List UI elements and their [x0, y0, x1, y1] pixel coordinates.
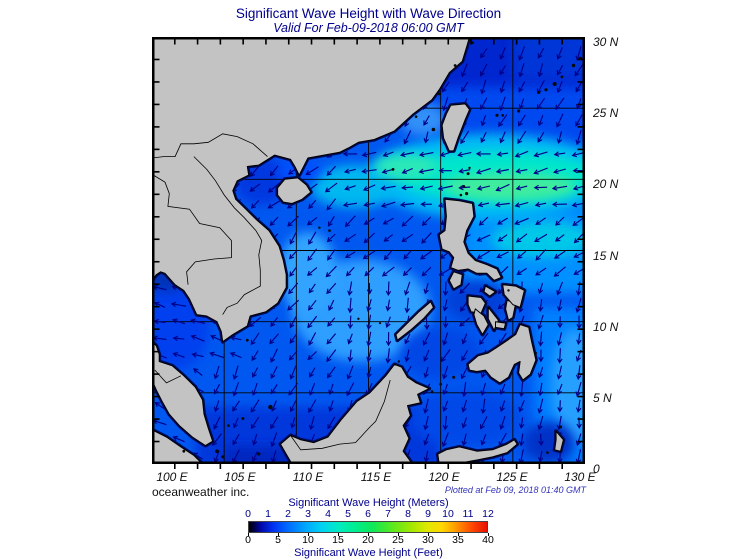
lat-label: 15 N — [593, 248, 619, 263]
landmass-mindoro — [448, 271, 463, 290]
valid-time-subtitle: Valid For Feb-09-2018 06:00 GMT — [273, 21, 464, 35]
lat-label: 10 N — [593, 319, 619, 334]
legend-meters-label: Significant Wave Height (Meters) — [288, 497, 449, 509]
lon-label: 120 E — [428, 470, 460, 484]
colorbar-tick — [308, 533, 309, 536]
feet-tick: 35 — [452, 534, 464, 546]
map-plot-area — [152, 37, 585, 469]
meters-tick: 2 — [285, 508, 291, 520]
frame-ticks — [154, 39, 583, 469]
meters-tick: 6 — [365, 508, 371, 520]
colorbar-tick — [338, 533, 339, 536]
lon-label: 125 E — [496, 470, 528, 484]
colorbar-tick — [488, 533, 489, 536]
meters-tick: 0 — [245, 508, 251, 520]
colorbar-tick — [278, 533, 279, 536]
colorbar-tick — [248, 533, 249, 536]
landmass-mindanao — [467, 324, 537, 384]
landmass-palawan — [395, 301, 434, 341]
meters-tick: 7 — [385, 508, 391, 520]
lat-label: 0 — [593, 462, 600, 476]
landmass-asia — [152, 37, 470, 343]
feet-tick: 25 — [392, 534, 404, 546]
landmass-bohol — [495, 321, 507, 330]
landmass-borneo — [280, 363, 430, 464]
lon-label: 105 E — [224, 470, 256, 484]
land-layer — [152, 37, 564, 464]
landmass-negros — [473, 308, 489, 335]
landmass-taiwan — [441, 103, 470, 152]
meters-tick: 12 — [482, 508, 494, 520]
meters-tick: 9 — [425, 508, 431, 520]
feet-tick: 40 — [482, 534, 494, 546]
lon-label: 110 E — [292, 470, 324, 484]
colorbar-tick — [368, 533, 369, 536]
colorbar-tick — [428, 533, 429, 536]
country-borders — [152, 133, 391, 451]
feet-tick: 5 — [275, 534, 281, 546]
feet-tick: 15 — [332, 534, 344, 546]
legend-feet-label: Significant Wave Height (Feet) — [294, 547, 443, 559]
feet-tick: 10 — [302, 534, 314, 546]
credit-text: oceanweather inc. — [152, 485, 250, 499]
lat-label: 30 N — [593, 35, 619, 49]
landmass-halmahera — [554, 430, 564, 452]
lat-label: 25 N — [593, 106, 619, 121]
colorbar-tick — [398, 533, 399, 536]
landmass-sumatra — [152, 429, 203, 464]
plot-frame — [152, 37, 585, 469]
meters-tick: 5 — [345, 508, 351, 520]
landmass-malay — [152, 341, 214, 446]
feet-tick: 0 — [245, 534, 251, 546]
meters-tick: 3 — [305, 508, 311, 520]
page-title: Significant Wave Height with Wave Direct… — [235, 6, 502, 21]
wave-map-svg — [152, 37, 585, 469]
plotted-at-text: Plotted at Feb 09, 2018 01:40 GMT — [444, 485, 586, 495]
meters-tick: 10 — [442, 508, 454, 520]
small-islands — [182, 41, 583, 459]
meters-tick: 11 — [462, 508, 474, 520]
lat-label: 5 N — [593, 390, 612, 405]
landmass-masbate — [483, 285, 496, 297]
lon-label: 130 E — [564, 470, 596, 484]
meters-tick: 1 — [265, 508, 271, 520]
landmass-hainan — [277, 177, 312, 204]
feet-tick: 20 — [362, 534, 374, 546]
feet-tick: 30 — [422, 534, 434, 546]
map-layers — [152, 37, 585, 464]
lon-label: 100 E — [156, 470, 188, 484]
landmass-luzon — [438, 198, 502, 281]
meters-tick: 8 — [405, 508, 411, 520]
lat-label: 20 N — [593, 177, 619, 192]
lon-label: 115 E — [360, 470, 392, 484]
colorbar-tick — [458, 533, 459, 536]
colorbar — [248, 521, 488, 533]
meters-tick: 4 — [325, 508, 331, 520]
